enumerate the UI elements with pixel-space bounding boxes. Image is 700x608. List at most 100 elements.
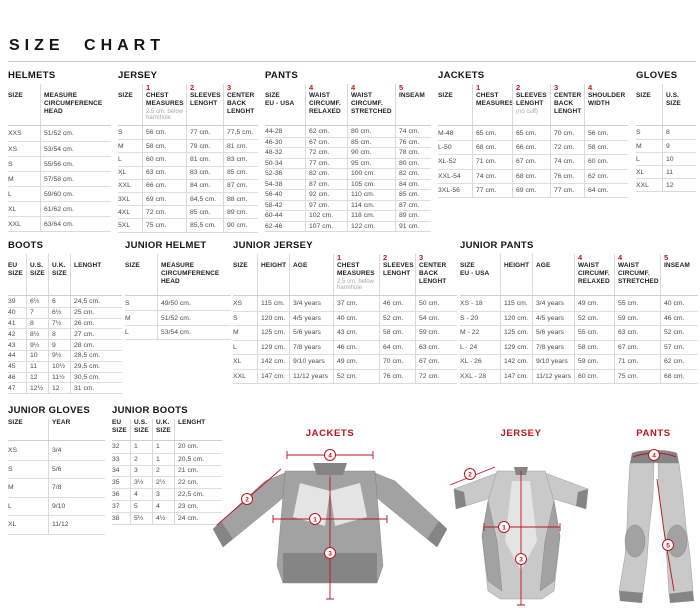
table-header-row: SIZE U.S. SIZE <box>636 84 696 126</box>
table-cell: 22,5 cm. <box>174 489 222 500</box>
table-cell: 97 cm. <box>305 200 347 210</box>
table-cell: 5/6 <box>48 460 105 478</box>
column-header: MEASURE CIRCUMFERENCE HEAD <box>40 84 111 125</box>
marker-shoulder-width: 4 <box>324 449 336 461</box>
table-row: S - 20 120 cm. 4/5 years 52 cm. 59 cm. 46 cm. <box>460 310 698 325</box>
column-header: 3 CENTER BACK LENGHT <box>550 84 584 125</box>
table-body: 32 1 1 20 cm. 33 2 1 20,5 cm. 34 3 2 21 cm. 35 3½ 2½ 22… <box>112 441 222 525</box>
table-cell: 102 cm. <box>305 211 347 221</box>
table-row: M 125 cm. 5/6 years 43 cm. 58 cm. 59 cm. <box>233 325 457 340</box>
table-row: XL 142 cm. 9/10 years 49 cm. 70 cm. 67 cm. <box>233 354 457 369</box>
table-cell: 53/54 cm. <box>40 142 111 156</box>
marker-sleeve-length: 2 <box>464 468 476 480</box>
jacket-left-cuff <box>213 521 233 547</box>
table-row: 40 7 6½ 25 cm. <box>8 306 122 318</box>
table-cell: 37 cm. <box>333 296 379 311</box>
table-cell: 76 cm. <box>379 369 415 383</box>
table-cell: XL <box>8 205 17 213</box>
table-cell: 44 <box>8 352 16 360</box>
table-cell: 40 cm. <box>660 296 698 311</box>
table-cell: 87 cm. <box>223 179 258 192</box>
jacket-right-cuff <box>427 521 447 547</box>
table-cell: 1 <box>130 441 152 453</box>
jersey-illustration: 2 1 3 <box>449 466 589 606</box>
table-cell: 83 cm. <box>186 166 223 179</box>
table-cell: 69 cm. <box>142 192 186 206</box>
table-cell: 55/56 cm. <box>40 157 111 171</box>
table-cell: 89 cm. <box>395 211 431 221</box>
table-row: S 55/56 cm. <box>8 156 111 171</box>
chest-measure-line <box>483 523 561 531</box>
table-cell: S <box>8 160 13 168</box>
column-header: U.S. SIZE <box>26 254 48 295</box>
table-cell: 7½ <box>48 318 70 329</box>
table-cell: 74 cm. <box>550 155 584 169</box>
table-cell: 5/6 years <box>289 326 333 340</box>
column-header: SIZE <box>125 262 140 269</box>
table-cell: 53/54 cm. <box>157 325 231 340</box>
table-cell: 71 cm. <box>472 155 512 169</box>
table-cell: 46-30 <box>265 138 283 146</box>
table-cell: 110 cm. <box>347 190 395 200</box>
column-header: 4 WAIST CIRCUMF. STRETCHED <box>347 84 395 125</box>
table-cell: 3 <box>152 489 174 500</box>
table-cell: S <box>118 129 123 137</box>
table-cell: 60 cm. <box>584 155 628 169</box>
table-cell: 11 <box>26 361 48 372</box>
table-cell: XL <box>8 521 17 529</box>
table-cell: 74 cm. <box>395 126 431 137</box>
table-cell: 51/52 cm. <box>40 126 111 141</box>
table-cell: 85 cm. <box>186 206 223 219</box>
column-header: 4 WAIST CIRCUMF. RELAXED <box>574 254 614 295</box>
jersey-right-cuff <box>576 489 588 509</box>
table-row: 42 8½ 8 27 cm. <box>8 328 122 340</box>
table-cell: 55 cm. <box>574 326 614 340</box>
column-header: SIZE EU - USA <box>460 262 490 277</box>
table-row: L 129 cm. 7/8 years 46 cm. 64 cm. 63 cm. <box>233 339 457 354</box>
table-cell: 129 cm. <box>257 340 289 354</box>
table-row: 62-46 107 cm. 122 cm. 91 cm. <box>265 220 431 231</box>
table-body: 39 6½ 6 24,5 cm. 40 7 6½ 25 cm. 41 8 7½ 26 cm. 42 8½ 8… <box>8 296 122 395</box>
column-header: SIZE <box>118 92 133 99</box>
table-title: JUNIOR BOOTS <box>112 405 188 416</box>
table-cell: 89 cm. <box>223 206 258 219</box>
table-cell: XXS <box>8 130 22 137</box>
table-cell: 57/58 cm. <box>40 172 111 186</box>
column-header: AGE <box>289 254 333 295</box>
junior-jersey-table: JUNIOR JERSEY SIZE HEIGHT AGE 1 CHEST MEASUR… <box>233 240 457 384</box>
table-cell: XXL <box>8 220 21 228</box>
table-cell: 36 <box>112 491 120 499</box>
table-cell: 5/6 years <box>532 326 574 340</box>
table-row: S 56 cm. 77 cm. 77,5 cm. <box>118 126 258 140</box>
table-cell: 72 cm. <box>305 148 347 158</box>
table-cell: 3½ <box>130 477 152 489</box>
table-cell: 3/4 years <box>532 296 574 311</box>
table-cell: 4/5 years <box>532 311 574 325</box>
table-cell: 72 cm. <box>415 369 457 383</box>
table-cell: 49 cm. <box>574 296 614 311</box>
table-row: 35 3½ 2½ 22 cm. <box>112 476 222 489</box>
table-cell: 147 cm. <box>500 369 532 383</box>
table-header-row: SIZE MEASURE CIRCUMFERENCE HEAD <box>125 254 231 296</box>
table-row: L 53/54 cm. <box>125 324 231 340</box>
jacket-collar <box>313 463 347 475</box>
table-title: HELMETS <box>8 70 56 81</box>
table-title: JUNIOR PANTS <box>460 240 534 251</box>
table-cell: 34 <box>112 467 120 475</box>
column-header: U.S. SIZE <box>662 84 696 125</box>
table-cell: 12 <box>662 179 696 191</box>
table-cell: 20 cm. <box>174 441 222 453</box>
table-row: 36 4 3 22,5 cm. <box>112 488 222 500</box>
table-cell: L <box>233 343 237 351</box>
table-title: JUNIOR HELMET <box>125 240 207 251</box>
table-cell: 4 <box>130 489 152 500</box>
table-cell: L - 24 <box>460 343 478 351</box>
column-header: 4 WAIST CIRCUMF. STRETCHED <box>614 254 660 295</box>
column-header: 4 WAIST CIRCUMF. RELAXED <box>305 84 347 125</box>
table-cell: 125 cm. <box>500 326 532 340</box>
table-cell: 58 cm. <box>379 326 415 340</box>
table-row: XL 11/12 <box>8 515 105 534</box>
table-cell: 48-32 <box>265 149 283 157</box>
